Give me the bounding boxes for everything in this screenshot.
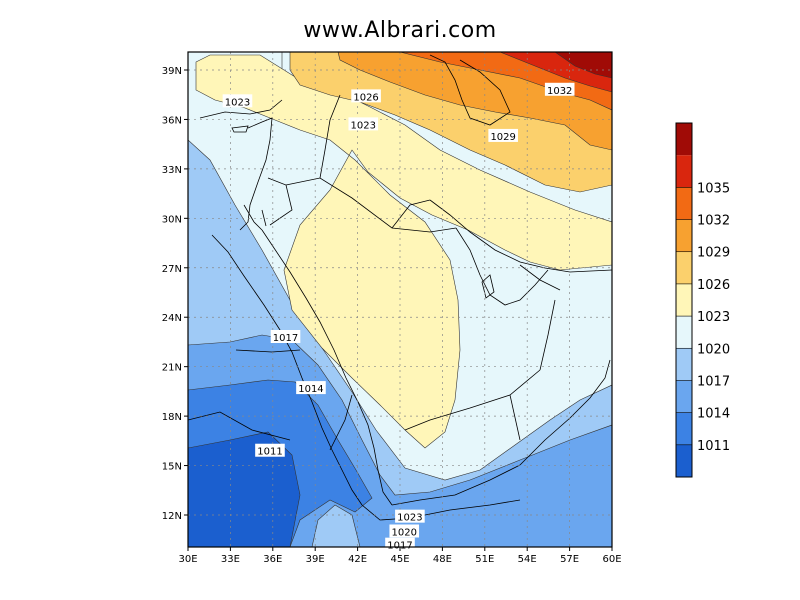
lat-lon-grid — [188, 52, 612, 547]
colorbar-swatch — [676, 380, 692, 413]
field-1023-1026 — [195, 54, 612, 449]
colorbar-swatch — [676, 316, 692, 349]
contour-label-box — [395, 509, 425, 523]
coastline-12 — [429, 54, 511, 126]
contour-label: 1017 — [273, 333, 298, 344]
y-tick-label: 39N — [162, 66, 182, 77]
contour-label-box — [296, 381, 326, 395]
coastline-10 — [429, 199, 612, 273]
colorbar-level-label: 1026 — [697, 278, 730, 293]
y-tick-label: 21N — [162, 363, 182, 374]
coastline-23 — [519, 264, 561, 291]
field-below-1011 — [188, 431, 301, 547]
colorbar-swatch — [676, 444, 692, 477]
colorbar-level-label: 1032 — [697, 214, 730, 229]
colorbar-swatch — [676, 123, 692, 156]
y-tick-label: 12N — [162, 511, 182, 522]
contour-label-box — [255, 443, 285, 457]
coastline-16 — [391, 199, 431, 229]
coastline-3 — [211, 234, 363, 506]
contour-label: 1014 — [298, 384, 323, 395]
colorbar-level-label: 1023 — [697, 310, 730, 325]
colorbar-frame — [675, 122, 693, 478]
colorbar-level-label: 1014 — [697, 407, 730, 422]
coastline-14 — [267, 177, 293, 226]
contour-label: 1029 — [490, 132, 515, 143]
page-title: www.Albrari.com — [303, 18, 497, 43]
coastline-17 — [404, 369, 541, 431]
x-tick-label: 51E — [475, 554, 494, 565]
coastline-22 — [188, 411, 291, 441]
x-tick-label: 54E — [518, 554, 537, 565]
x-tick-label: 30E — [178, 554, 197, 565]
contour-label: 1017 — [387, 541, 412, 552]
colorbar-swatch — [676, 412, 692, 445]
contour-label: 1023 — [351, 120, 376, 131]
coastline-13 — [285, 177, 457, 233]
colorbar: 1011 1014 1017 1020 1023 1026 1029 1032 1035 — [675, 122, 730, 478]
contour-label: 1023 — [225, 97, 250, 108]
contour-label-box — [389, 524, 420, 538]
y-axis-ticks: 12N 15N 18N 21N 24N 27N 30N 33N 36N 39N — [162, 66, 188, 522]
x-tick-label: 33E — [221, 554, 240, 565]
colorbar-swatch — [676, 348, 692, 381]
contour-label: 1023 — [397, 513, 422, 524]
y-tick-label: 36N — [162, 115, 182, 126]
contour-label-box — [488, 128, 518, 142]
y-tick-label: 15N — [162, 462, 182, 473]
coastline-21 — [235, 349, 301, 353]
contour-label: 1011 — [257, 447, 282, 458]
contour-label-box — [351, 89, 381, 103]
coastline-0 — [239, 117, 273, 231]
contour-label: 1026 — [353, 92, 378, 103]
y-tick-label: 33N — [162, 165, 182, 176]
x-tick-label: 42E — [348, 554, 367, 565]
field-yemen-trough — [311, 504, 361, 547]
y-tick-label: 18N — [162, 412, 182, 423]
colorbar-level-label: 1029 — [697, 246, 730, 261]
colorbar-level-label: 1020 — [697, 342, 730, 357]
colorbar-swatch — [676, 219, 692, 252]
coastlines-borders — [188, 54, 612, 521]
contour-label: 1020 — [392, 527, 417, 538]
x-tick-label: 36E — [263, 554, 282, 565]
coastline-4 — [261, 229, 393, 506]
contour-label-box — [348, 117, 379, 131]
y-tick-label: 24N — [162, 313, 182, 324]
coastline-8 — [519, 359, 611, 466]
coastline-15 — [319, 94, 341, 179]
x-tick-label: 45E — [390, 554, 409, 565]
contour-labels: 1023 1026 1023 1032 1029 1017 1014 1011 1023 1020… — [222, 82, 575, 552]
coastline-19 — [539, 299, 556, 371]
x-tick-label: 39E — [306, 554, 325, 565]
colorbar-swatch — [676, 187, 692, 220]
contour-label-box — [222, 94, 253, 108]
coastline-6 — [391, 464, 521, 506]
colorbar-level-label: 1017 — [697, 374, 730, 389]
x-axis-ticks: 30E 33E 36E 39E 42E 45E 48E 51E 54E 57E 60E — [178, 547, 622, 565]
coastline-18 — [509, 394, 521, 441]
colorbar-swatch — [676, 155, 692, 188]
contour-label-box — [270, 330, 301, 343]
x-tick-label: 57E — [560, 554, 579, 565]
y-tick-label: 27N — [162, 264, 182, 275]
coastline-20 — [329, 394, 353, 451]
x-tick-label: 60E — [602, 554, 621, 565]
colorbar-level-label: 1011 — [697, 439, 730, 454]
contour-label-box — [544, 82, 575, 96]
y-tick-label: 30N — [162, 214, 182, 225]
coastline-2 — [231, 125, 249, 133]
x-tick-label: 48E — [433, 554, 452, 565]
coastline-5 — [243, 204, 267, 231]
contour-label: 1032 — [547, 86, 572, 97]
colorbar-swatch — [676, 283, 692, 317]
coastline-9 — [455, 227, 549, 306]
colorbar-level-label: 1035 — [697, 181, 730, 196]
coastline-7 — [361, 499, 521, 521]
colorbar-swatch — [676, 251, 692, 284]
coastline-1 — [199, 99, 283, 119]
